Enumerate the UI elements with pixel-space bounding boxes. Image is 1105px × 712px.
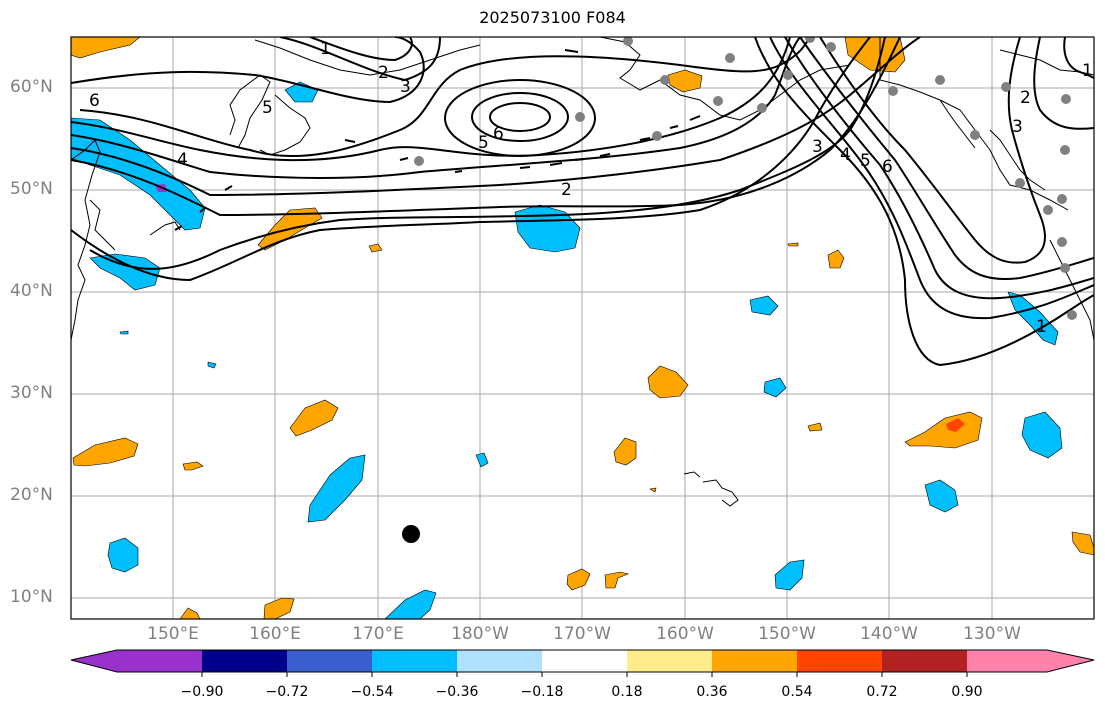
colorbar-tick-label: −0.54 [350, 684, 394, 700]
lat-label: 30°N [10, 383, 53, 403]
negative-anomaly-areas [71, 81, 1063, 619]
contour-label: 2 [561, 180, 572, 200]
colorbar-tick-label: 0.90 [951, 684, 983, 700]
contour-label: 5 [860, 151, 871, 171]
map-frame [70, 36, 1095, 620]
colorbar-segment [202, 650, 287, 672]
contour-label: 4 [840, 145, 851, 165]
colorbar-tick-label: −0.36 [435, 684, 479, 700]
colorbar-segment [882, 650, 967, 672]
lon-label: 130°W [963, 624, 1021, 644]
storm-center-marker [402, 525, 420, 543]
lat-label: 50°N [10, 179, 53, 199]
contour-label: 4 [177, 150, 188, 170]
colorbar-ticks [201, 672, 968, 677]
colorbar-tick-label: 0.72 [866, 684, 898, 700]
colorbar-segment [372, 650, 457, 672]
lat-label: 10°N [10, 587, 53, 607]
contour-label: 3 [812, 137, 823, 157]
lon-label: 160°E [249, 624, 301, 644]
colorbar-tick-label: 0.18 [611, 684, 643, 700]
colorbar-segment [1047, 650, 1094, 672]
colorbar-outline [70, 649, 1095, 673]
lon-label: 170°W [553, 624, 611, 644]
colorbar-segment [967, 650, 1047, 672]
lat-label: 60°N [10, 77, 53, 97]
contour-label: 3 [400, 77, 411, 97]
contour-label: 3 [1012, 117, 1023, 137]
lon-label: 150°W [758, 624, 816, 644]
contour-label: 5 [262, 98, 273, 118]
colorbar-tick-label: −0.18 [520, 684, 564, 700]
colorbar-segment [797, 650, 882, 672]
contour-label: 2 [1020, 88, 1031, 108]
contour-label: 1 [1036, 317, 1047, 337]
lon-label: 140°W [860, 624, 918, 644]
contour-label: 1 [320, 39, 331, 59]
station-markers [414, 37, 1077, 320]
contour-label: 2 [378, 63, 389, 83]
colorbar [70, 649, 1095, 677]
colorbar-tick-label: −0.72 [265, 684, 309, 700]
map-title: 2025073100 F084 [479, 8, 626, 27]
colorbar-segment [542, 650, 627, 672]
contour-label: 6 [493, 124, 504, 144]
aleutian-islands [174, 49, 701, 231]
colorbar-segment [287, 650, 372, 672]
strong-positive-spot [946, 418, 965, 432]
colorbar-tick-label: 0.36 [696, 684, 728, 700]
contour-lines [71, 37, 1094, 367]
lon-label: 170°E [352, 624, 404, 644]
contour-label: 6 [89, 91, 100, 111]
colorbar-segment [712, 650, 797, 672]
colorbar-tick-label: 0.54 [781, 684, 813, 700]
positive-anomaly-areas [71, 37, 1094, 619]
graticule [71, 37, 1094, 619]
colorbar-segment [627, 650, 712, 672]
lat-label: 20°N [10, 485, 53, 505]
colorbar-tick-label: −0.90 [180, 684, 224, 700]
contour-label-group: 1 2 3 6 5 6 4 5 2 3 4 5 6 3 2 1 1 [89, 39, 1093, 337]
colorbar-segment [71, 650, 117, 672]
contour-label: 1 [1082, 61, 1093, 81]
lon-label: 160°W [656, 624, 714, 644]
contour-label: 6 [882, 157, 893, 177]
lon-label: 150°E [147, 624, 199, 644]
colorbar-segment [117, 650, 202, 672]
colorbar-segment [457, 650, 542, 672]
lon-label: 180°W [451, 624, 509, 644]
lat-label: 40°N [10, 281, 53, 301]
contour-label: 5 [478, 133, 489, 153]
